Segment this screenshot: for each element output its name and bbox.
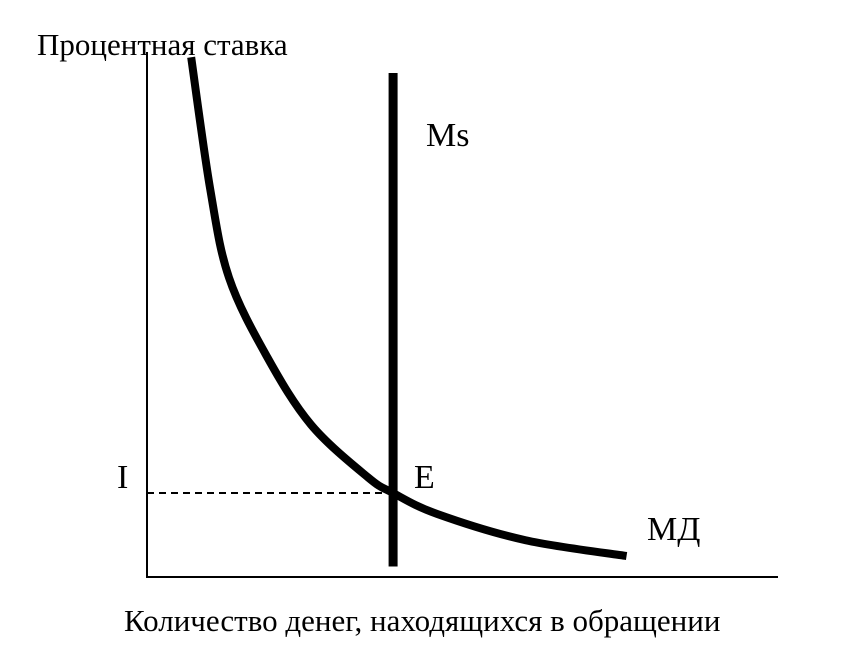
- money-demand-curve: [187, 56, 628, 560]
- ms-label: Ms: [426, 117, 469, 154]
- md-label: МД: [647, 511, 700, 548]
- equilibrium-label: E: [414, 459, 435, 496]
- x-axis-title: Количество денег, находящихся в обращени…: [124, 603, 720, 638]
- rate-label: I: [117, 459, 128, 496]
- y-axis-title: Процентная ставка: [37, 27, 288, 62]
